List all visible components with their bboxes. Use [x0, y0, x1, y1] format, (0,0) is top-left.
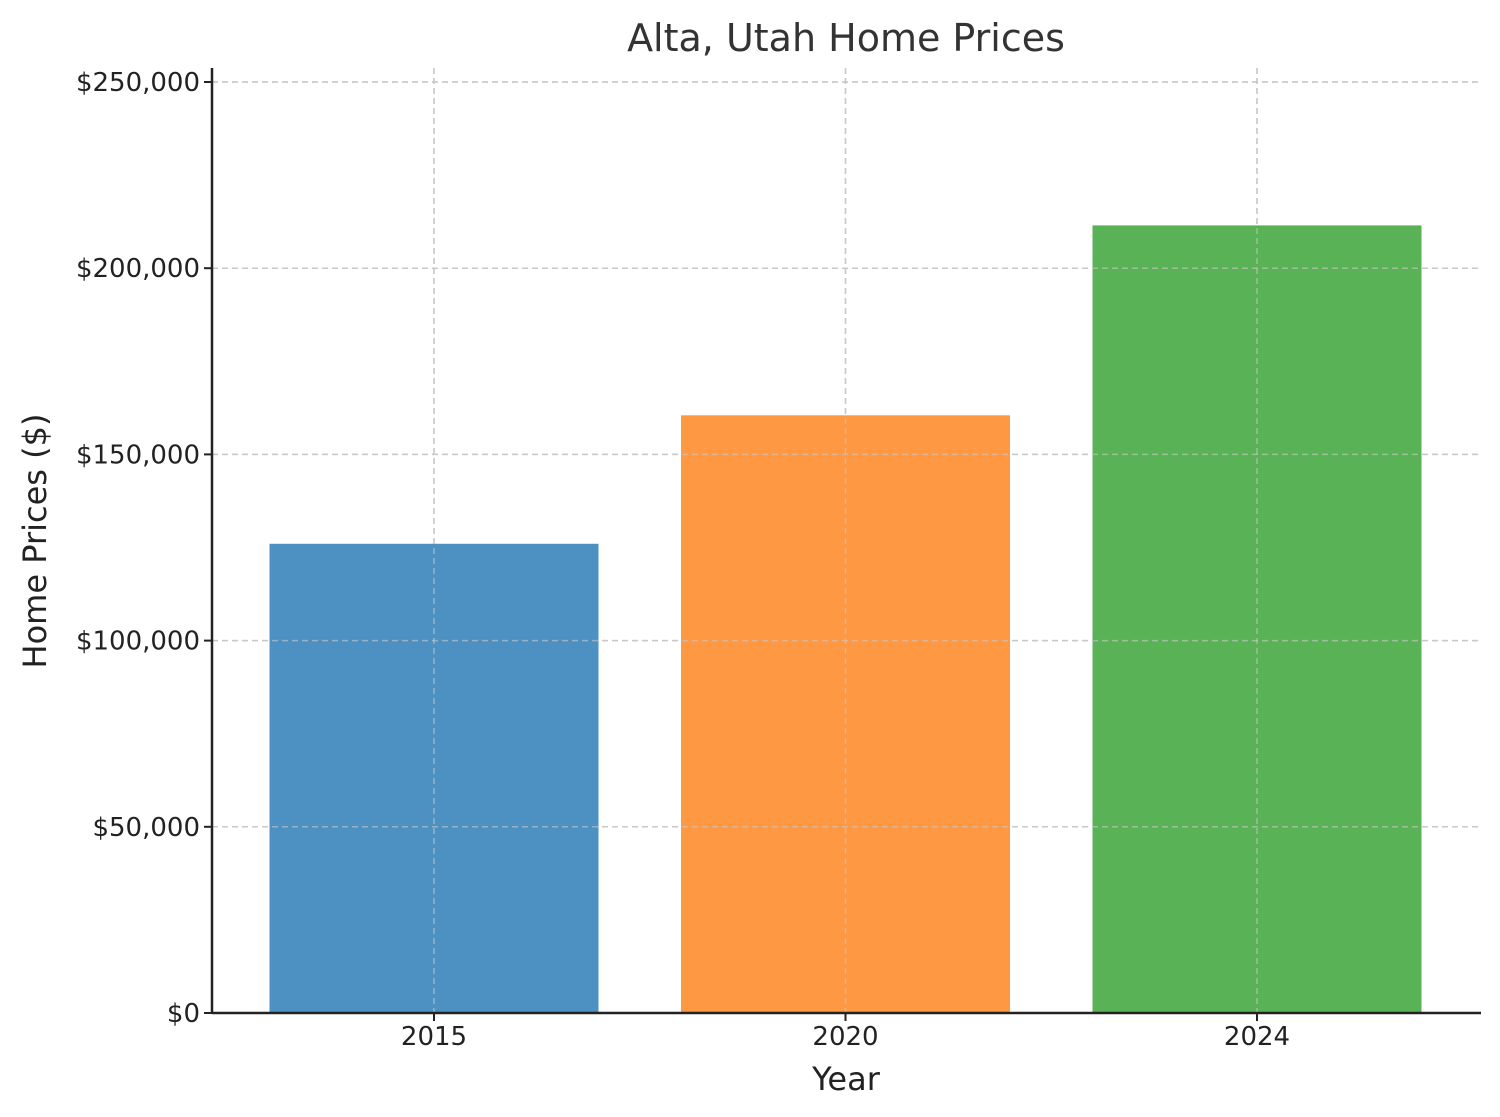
x-tick-label: 2015	[401, 1022, 467, 1052]
y-tick-label: $250,000	[76, 68, 200, 98]
y-tick-label: $150,000	[76, 440, 200, 470]
x-tick-label: 2024	[1224, 1022, 1290, 1052]
chart-title: Alta, Utah Home Prices	[627, 16, 1065, 60]
y-axis-label: Home Prices ($)	[16, 414, 54, 669]
tick-labels: $0 $50,000 $100,000 $150,000 $200,000 $250,00…	[76, 68, 1290, 1052]
y-tick-label: $50,000	[92, 813, 200, 843]
axes	[204, 68, 1481, 1021]
bars	[212, 68, 1481, 1014]
x-tick-label: 2020	[812, 1022, 878, 1052]
y-tick-label: $200,000	[76, 254, 200, 284]
y-tick-label: $0	[167, 999, 200, 1029]
y-tick-label: $100,000	[76, 627, 200, 657]
x-axis-label: Year	[811, 1060, 881, 1098]
